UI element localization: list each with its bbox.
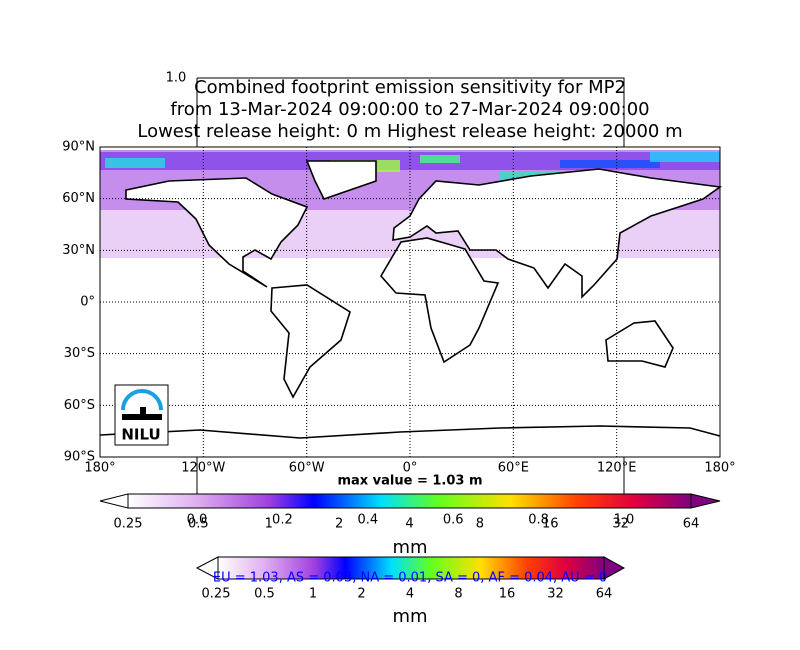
colorbar-tick-label: 64 — [596, 587, 613, 602]
colorbar-tick-label: 4 — [406, 587, 414, 602]
colorbar-tick-label: 64 — [683, 517, 700, 532]
colorbar — [195, 556, 626, 580]
lon-label: 120°E — [597, 461, 637, 476]
colorbar-tick-label: 0.5 — [254, 587, 275, 602]
axis-tick-label: 0.8 — [528, 513, 549, 528]
region-summary: EU = 1.03, AS = 0.03, NA = 0.01, SA = 0,… — [213, 571, 607, 586]
colorbar-tick-label: 2 — [335, 517, 343, 532]
colorbar-tick-label: 1 — [309, 587, 317, 602]
lon-label: 60°W — [289, 461, 325, 476]
title-line: Combined footprint emission sensitivity … — [194, 77, 626, 98]
colorbar-tick-label: 0.5 — [188, 517, 209, 532]
title-line: Lowest release height: 0 m Highest relea… — [137, 121, 682, 142]
lat-label: 30°S — [64, 346, 95, 361]
colorbar-tick-label: 8 — [454, 587, 462, 602]
max-value: max value = 1.03 m — [337, 474, 482, 489]
lat-label: 60°S — [64, 398, 95, 413]
colorbar-tick-label: 4 — [405, 517, 413, 532]
lon-label: 0° — [403, 461, 418, 476]
colorbar-unit: mm — [392, 606, 427, 627]
colorbar-tick-label: 0.25 — [114, 517, 143, 532]
axis-tick-label: 0.0 — [187, 513, 208, 528]
title: Combined footprint emission sensitivity … — [137, 77, 682, 142]
lon-label: 120°W — [181, 461, 225, 476]
lat-label: 30°N — [62, 243, 95, 258]
title-line: from 13-Mar-2024 09:00:00 to 27-Mar-2024… — [170, 99, 649, 120]
lat-label: 60°N — [62, 191, 95, 206]
colorbar-tick-label: 0.25 — [202, 587, 231, 602]
axis-tick-label: 1.0 — [614, 513, 635, 528]
graticule — [100, 147, 720, 457]
logo: NILU — [114, 384, 169, 446]
corner-label: 1.0 — [166, 71, 187, 86]
colorbar-tick-label: 2 — [357, 587, 365, 602]
axis-tick-label: 0.4 — [357, 513, 378, 528]
axis-tick-label: 0.6 — [443, 513, 464, 528]
colorbar-unit: mm — [392, 537, 427, 558]
map-frame — [99, 146, 721, 458]
lon-label: 60°E — [498, 461, 529, 476]
axis-tick-label: 0.2 — [272, 513, 293, 528]
colorbar — [99, 493, 721, 509]
lat-label: 0° — [80, 295, 95, 310]
lon-label: 180° — [704, 461, 735, 476]
lat-label: 90°S — [64, 450, 95, 465]
colorbar-labels: 0.25 0.5 1 2 4 8 16 32 64 mm 0.0 0.2 0.4 0.6 0.8 1.0 0.2… — [114, 513, 700, 628]
logo-text: NILU — [121, 426, 160, 444]
colorbar-tick-label: 16 — [499, 587, 516, 602]
colorbar-tick-label: 32 — [547, 587, 564, 602]
colorbar-tick-label: 16 — [542, 517, 559, 532]
colorbar-tick-label: 1 — [265, 517, 273, 532]
colorbar-tick-label: 32 — [612, 517, 629, 532]
lat-label: 90°N — [62, 140, 95, 155]
coastlines — [99, 160, 723, 439]
colorbar-tick-label: 8 — [476, 517, 484, 532]
lon-label: 180° — [84, 461, 115, 476]
